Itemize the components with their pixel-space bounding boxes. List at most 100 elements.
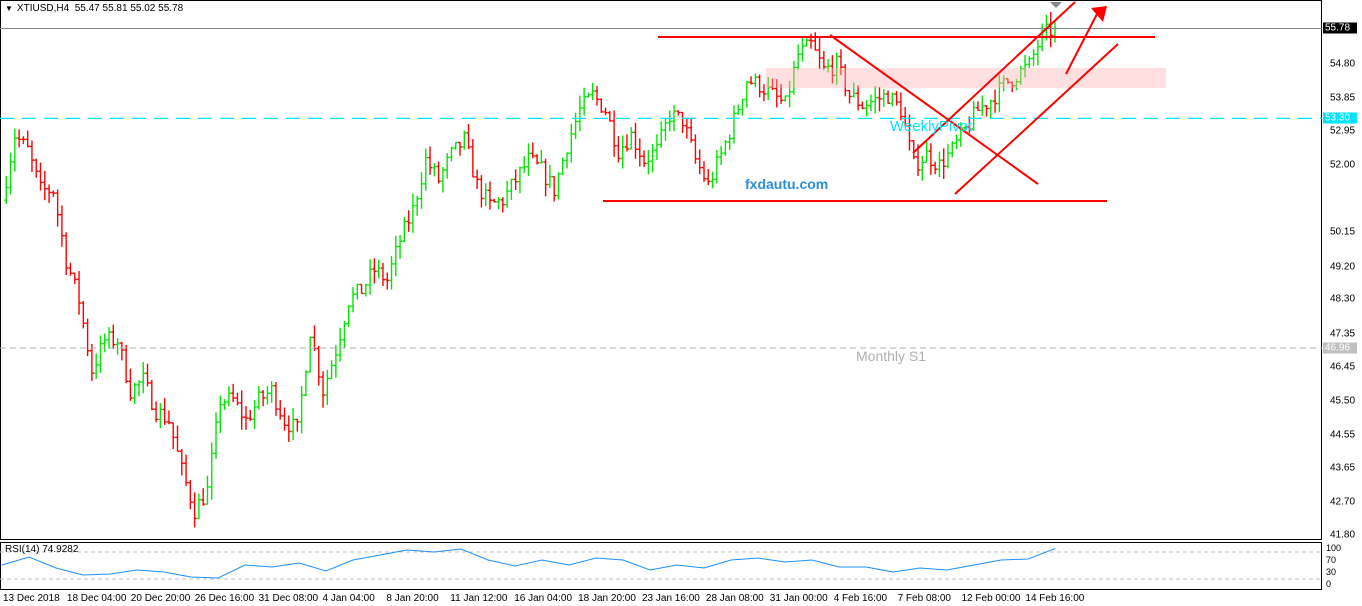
time-tick: 18 Dec 04:00: [66, 593, 127, 604]
time-tick: 4 Jan 04:00: [322, 593, 375, 604]
ohlc-bar: [346, 305, 351, 328]
ohlc-bar: [689, 117, 694, 143]
ohlc-bar: [517, 166, 522, 194]
ohlc-bar: [620, 135, 625, 169]
ohlc-bar: [971, 100, 976, 131]
ohlc-bar: [308, 336, 313, 373]
ohlc-bar: [920, 155, 925, 181]
rsi-panel[interactable]: [0, 542, 1322, 590]
ohlc-bar: [21, 136, 26, 145]
ohlc-bar: [838, 49, 843, 76]
ohlc-bar: [205, 475, 210, 505]
ohlc-bar: [462, 130, 467, 150]
ohlc-bar: [706, 168, 711, 186]
ohlc-bar: [410, 193, 415, 233]
ohlc-bar: [710, 171, 715, 189]
time-tick: 12 Feb 00:00: [961, 593, 1021, 604]
rsi-level-100: 100: [1326, 543, 1342, 553]
ohlc-bar: [988, 99, 993, 120]
ohlc-bar: [954, 134, 959, 150]
ohlc-bar: [423, 148, 428, 191]
breakout-arrow-head: [1091, 6, 1107, 22]
ohlc-bar: [132, 382, 137, 404]
ohlc-bar: [950, 141, 955, 158]
ohlc-bar: [963, 125, 968, 131]
ohlc-bar: [560, 157, 565, 175]
ohlc-bar: [107, 327, 112, 349]
ohlc-bar: [81, 300, 86, 329]
ohlc-bar: [612, 110, 617, 157]
time-tick: 7 Feb 08:00: [897, 593, 951, 604]
price-tick: 47.35: [1330, 328, 1356, 340]
weekly-pivot-label: WeeklyPivot: [890, 118, 973, 135]
ohlc-bar: [29, 140, 34, 172]
ohlc-bar: [141, 362, 146, 394]
ohlc-bar: [577, 95, 582, 132]
ohlc-bar: [851, 82, 856, 98]
ohlc-bar: [34, 158, 39, 178]
ohlc-bar: [239, 390, 244, 430]
ohlc-bar: [286, 415, 291, 442]
weekly-pivot-tag: 53.30: [1323, 112, 1357, 124]
price-tick: 41.80: [1330, 529, 1356, 541]
ohlc-bar: [547, 164, 552, 188]
ohlc-bar: [1014, 78, 1019, 91]
ohlc-bar: [380, 262, 385, 286]
ohlc-bar: [192, 492, 197, 528]
ohlc-bar: [642, 150, 647, 168]
ohlc-bar: [731, 105, 736, 144]
ohlc-bar: [325, 369, 330, 405]
breakout-arrow-shaft: [1065, 11, 1099, 75]
ohlc-bar: [505, 180, 510, 208]
ohlc-bar: [355, 283, 360, 300]
ohlc-bar: [697, 149, 702, 175]
ohlc-bar: [47, 184, 52, 204]
ohlc-bar: [693, 134, 698, 164]
ohlc-bar: [714, 149, 719, 184]
ohlc-bar: [830, 55, 835, 84]
ohlc-bar: [945, 143, 950, 169]
ohlc-bar: [496, 197, 501, 210]
price-tick: 52.00: [1330, 159, 1356, 171]
ohlc-bar: [154, 401, 159, 423]
ohlc-bar: [684, 117, 689, 139]
price-chart[interactable]: [0, 0, 1322, 540]
ohlc-bar: [333, 344, 338, 378]
ohlc-bar: [877, 87, 882, 112]
ohlc-bar: [470, 139, 475, 178]
ohlc-bar: [975, 101, 980, 112]
descending-trendline: [829, 34, 1039, 185]
time-tick: 31 Dec 08:00: [258, 593, 319, 604]
time-tick: 14 Feb 16:00: [1025, 593, 1085, 604]
ohlc-bar: [8, 152, 13, 195]
ohlc-bar: [753, 73, 758, 88]
ohlc-bar: [273, 381, 278, 416]
dropdown-triangle-icon[interactable]: ▼: [5, 4, 13, 13]
ohlc-bar: [145, 363, 150, 387]
ohlc-bar: [316, 345, 321, 386]
ohlc-bar: [4, 175, 9, 204]
ohlc-bar: [603, 107, 608, 116]
ohlc-bar: [64, 232, 69, 276]
ohlc-bar: [744, 81, 749, 108]
ohlc-bar: [633, 122, 638, 159]
ohlc-bar: [115, 338, 120, 355]
ohlc-bar: [338, 328, 343, 362]
ohlc-bar: [359, 283, 364, 295]
symbol-timeframe: XTIUSD,H4: [16, 3, 70, 14]
ohlc-bar: [761, 84, 766, 102]
time-tick: 23 Jan 16:00: [642, 593, 700, 604]
ohlc-bar: [599, 98, 604, 113]
ohlc-bar: [17, 129, 22, 148]
ohlc-bar: [522, 156, 527, 174]
price-tick: 42.70: [1330, 496, 1356, 508]
rsi-line: [1, 548, 1056, 579]
ohlc-bar: [483, 183, 488, 206]
ohlc-bar: [779, 83, 784, 104]
ohlc-bar: [295, 418, 300, 432]
ohlc-bar: [667, 110, 672, 132]
ohlc-bar: [372, 258, 377, 284]
channel-upper-line: [912, 1, 1076, 154]
ohlc-bar: [256, 386, 261, 410]
ohlc-bar: [12, 128, 17, 172]
